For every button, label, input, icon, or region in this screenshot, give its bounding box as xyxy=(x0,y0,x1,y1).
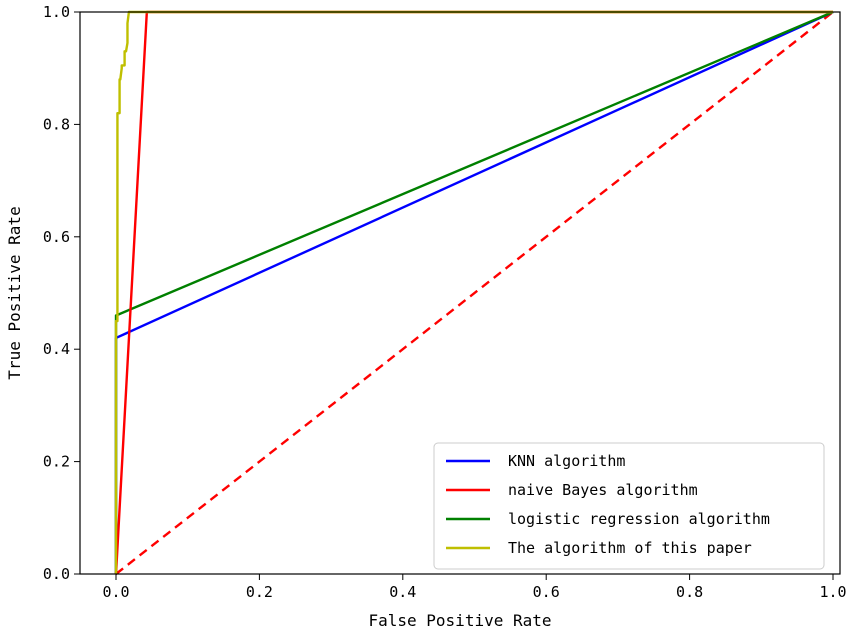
y-tick-label: 0.2 xyxy=(43,453,70,471)
series-line-3 xyxy=(114,10,833,574)
legend-label: logistic regression algorithm xyxy=(508,510,770,528)
axis-ticks: 0.0 0.2 0.4 0.6 0.8 1.0 0.0 0.2 0.4 0.6 0.8 1.0 xyxy=(43,3,847,601)
y-tick-label: 0.0 xyxy=(43,565,70,583)
x-tick-label: 0.6 xyxy=(533,583,560,601)
legend-frame xyxy=(433,442,825,570)
x-tick-label: 0.8 xyxy=(676,583,703,601)
y-axis-label: True Positive Rate xyxy=(5,206,24,379)
legend-label: naive Bayes algorithm xyxy=(508,481,698,499)
y-tick-label: 0.4 xyxy=(43,340,70,358)
y-tick-label: 0.6 xyxy=(43,228,70,246)
y-tick-label: 1.0 xyxy=(43,3,70,21)
plot-frame xyxy=(79,11,841,575)
x-tick-label: 0.2 xyxy=(246,583,273,601)
y-tick-label: 0.8 xyxy=(43,115,70,133)
legend-label: The algorithm of this paper xyxy=(508,539,752,557)
legend-label: KNN algorithm xyxy=(508,452,625,470)
diagonal-reference-line xyxy=(115,11,834,575)
x-tick-label: 0.0 xyxy=(102,583,129,601)
x-tick-label: 0.4 xyxy=(389,583,416,601)
x-axis-label: False Positive Rate xyxy=(368,611,551,630)
legend: KNN algorithm naive Bayes algorithm logist… xyxy=(433,442,825,570)
x-tick-label: 1.0 xyxy=(819,583,846,601)
